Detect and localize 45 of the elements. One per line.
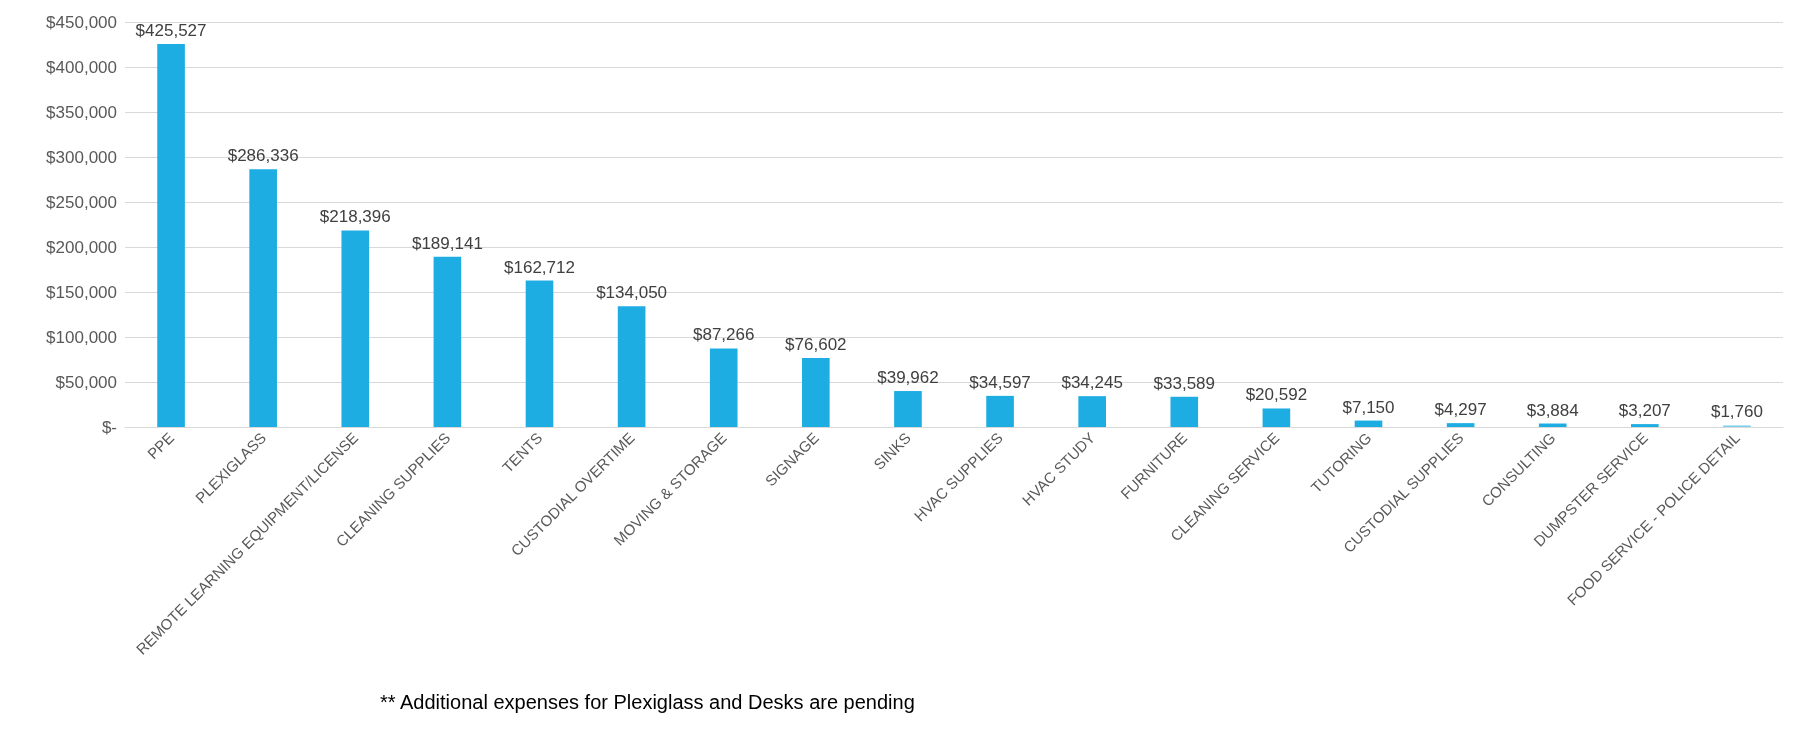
bar (1262, 408, 1291, 427)
data-label: $87,266 (693, 325, 755, 345)
bar (249, 169, 277, 427)
data-label: $218,396 (319, 207, 391, 227)
bar (525, 280, 554, 427)
y-tick-label: $450,000 (46, 12, 117, 32)
data-label: $34,245 (1061, 373, 1123, 393)
data-label: $134,050 (596, 283, 668, 303)
data-label: $1,760 (1710, 402, 1763, 422)
data-label: $286,336 (227, 146, 299, 166)
y-tick-label: $250,000 (46, 192, 117, 212)
y-tick-label: $350,000 (46, 102, 117, 122)
bar (1078, 396, 1106, 427)
bar (1446, 423, 1475, 427)
y-tick-label: $200,000 (46, 237, 117, 257)
bar (894, 391, 922, 427)
bar (709, 348, 738, 427)
bar (341, 230, 370, 427)
data-label: $3,207 (1618, 401, 1671, 421)
bar (1170, 396, 1199, 427)
data-label: $76,602 (785, 335, 847, 355)
data-label: $425,527 (135, 21, 207, 41)
data-label: $20,592 (1245, 385, 1308, 405)
bar (157, 44, 185, 427)
y-tick-label: $400,000 (46, 57, 117, 77)
bar (802, 358, 830, 427)
bar (1631, 424, 1659, 427)
data-label: $4,297 (1434, 400, 1487, 420)
y-tick-label: $50,000 (55, 372, 117, 392)
y-tick-label: $100,000 (46, 327, 117, 347)
data-label: $33,589 (1153, 373, 1215, 393)
bar (986, 395, 1014, 427)
bar (433, 256, 462, 427)
data-label: $7,150 (1342, 397, 1395, 417)
data-label: $34,597 (969, 372, 1031, 392)
y-tick-label: $300,000 (46, 147, 117, 167)
bar (617, 306, 646, 427)
data-label: $189,141 (411, 233, 483, 253)
y-tick-label: $150,000 (46, 282, 117, 302)
y-tick-label: $- (101, 417, 117, 437)
data-label: $3,884 (1526, 400, 1579, 420)
text: ** Additional expenses for Plexiglass and Desks are pending (380, 691, 915, 713)
bar (1354, 420, 1383, 427)
data-label: $162,712 (504, 257, 575, 277)
data-label: $39,962 (877, 368, 939, 388)
